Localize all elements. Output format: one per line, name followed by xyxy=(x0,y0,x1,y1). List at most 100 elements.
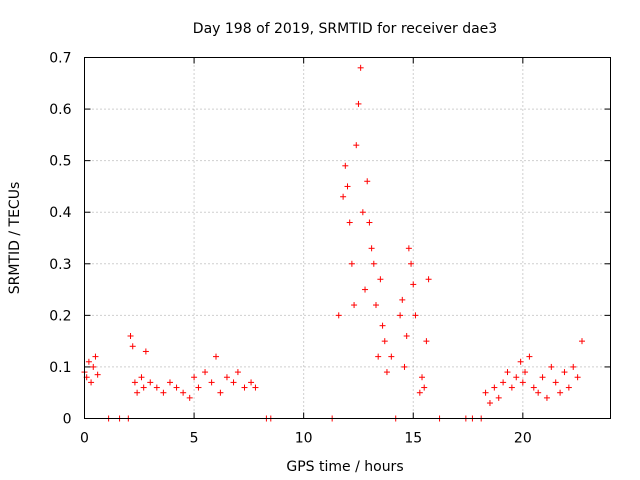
data-point xyxy=(90,363,97,370)
y-axis-label: SRMTID / TECUs xyxy=(7,182,23,295)
x-tick-label: 0 xyxy=(80,431,89,447)
data-point xyxy=(173,384,180,391)
data-point xyxy=(94,371,101,378)
data-point xyxy=(85,358,92,365)
x-tick-labels: 0 5 10 15 20 xyxy=(80,431,532,447)
y-tick-label: 0.4 xyxy=(49,205,71,221)
data-point xyxy=(223,374,230,381)
axis-ticks xyxy=(84,57,611,419)
data-point xyxy=(535,389,542,396)
data-point xyxy=(131,379,138,386)
data-point xyxy=(543,394,550,401)
data-point xyxy=(366,219,373,226)
data-point xyxy=(234,369,241,376)
data-point xyxy=(180,389,187,396)
data-point xyxy=(500,379,507,386)
data-point xyxy=(504,369,511,376)
data-point xyxy=(362,286,369,293)
data-point xyxy=(377,276,384,283)
plot-frame xyxy=(84,57,611,419)
data-point xyxy=(557,389,564,396)
data-point xyxy=(357,64,364,71)
data-point xyxy=(335,312,342,319)
data-point xyxy=(381,338,388,345)
y-tick-label: 0.1 xyxy=(49,360,71,376)
x-axis-label: GPS time / hours xyxy=(286,459,403,475)
data-point xyxy=(147,379,154,386)
data-point xyxy=(186,394,193,401)
data-point xyxy=(397,312,404,319)
data-point xyxy=(383,369,390,376)
gridlines xyxy=(84,57,611,419)
data-point xyxy=(88,379,95,386)
data-point xyxy=(346,219,353,226)
y-tick-label: 0.3 xyxy=(49,257,71,273)
data-point xyxy=(416,389,423,396)
data-point xyxy=(213,353,219,360)
data-point xyxy=(561,369,568,376)
data-point xyxy=(570,363,577,370)
data-point xyxy=(574,374,581,381)
data-point xyxy=(491,384,498,391)
data-point xyxy=(230,379,237,386)
data-point xyxy=(482,389,489,396)
data-point xyxy=(208,379,215,386)
data-point xyxy=(348,260,355,267)
data-point xyxy=(241,384,248,391)
data-point xyxy=(530,384,537,391)
data-point xyxy=(526,353,533,360)
y-tick-label: 0.7 xyxy=(49,51,71,67)
data-point xyxy=(421,384,428,391)
data-point xyxy=(419,374,426,381)
data-point xyxy=(401,363,408,370)
data-point xyxy=(513,374,520,381)
data-point xyxy=(142,348,149,355)
data-point xyxy=(552,379,559,386)
data-point xyxy=(92,353,99,360)
data-point xyxy=(399,296,406,303)
data-point xyxy=(375,353,382,360)
y-tick-label: 0.5 xyxy=(49,154,71,170)
data-point xyxy=(153,384,160,391)
data-point xyxy=(423,338,430,345)
data-point xyxy=(140,384,147,391)
data-point xyxy=(160,389,167,396)
y-tick-label: 0 xyxy=(63,412,72,428)
data-point xyxy=(191,374,198,381)
data-point xyxy=(127,332,134,339)
chart-title: Day 198 of 2019, SRMTID for receiver dae… xyxy=(193,21,497,37)
x-tick-label: 5 xyxy=(190,431,199,447)
data-point xyxy=(134,389,141,396)
data-point xyxy=(372,302,379,309)
data-point xyxy=(355,100,362,107)
data-point xyxy=(412,312,419,319)
data-point xyxy=(522,369,529,376)
data-point xyxy=(340,193,347,200)
data-point xyxy=(364,178,371,185)
data-point xyxy=(202,369,209,376)
data-point xyxy=(368,245,375,252)
data-point xyxy=(344,183,351,190)
data-point xyxy=(403,332,410,339)
data-point xyxy=(408,260,415,267)
data-point xyxy=(519,379,526,386)
data-point xyxy=(508,384,515,391)
y-tick-label: 0.2 xyxy=(49,308,71,324)
data-points xyxy=(81,64,586,422)
data-point xyxy=(539,374,546,381)
data-point xyxy=(579,338,586,345)
data-point xyxy=(351,302,358,309)
data-point xyxy=(138,374,145,381)
x-tick-label: 15 xyxy=(404,431,422,447)
data-point xyxy=(370,260,377,267)
x-tick-label: 10 xyxy=(295,431,313,447)
x-tick-label: 20 xyxy=(514,431,532,447)
data-point xyxy=(425,276,432,283)
data-point xyxy=(405,245,412,252)
y-tick-label: 0.6 xyxy=(49,102,71,118)
data-point xyxy=(486,400,493,407)
data-point xyxy=(410,281,417,288)
data-point xyxy=(379,322,386,329)
data-point xyxy=(388,353,395,360)
